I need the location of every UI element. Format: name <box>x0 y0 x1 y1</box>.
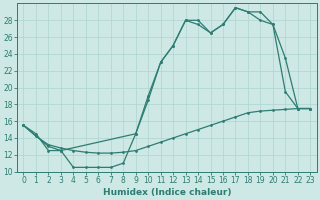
X-axis label: Humidex (Indice chaleur): Humidex (Indice chaleur) <box>103 188 231 197</box>
